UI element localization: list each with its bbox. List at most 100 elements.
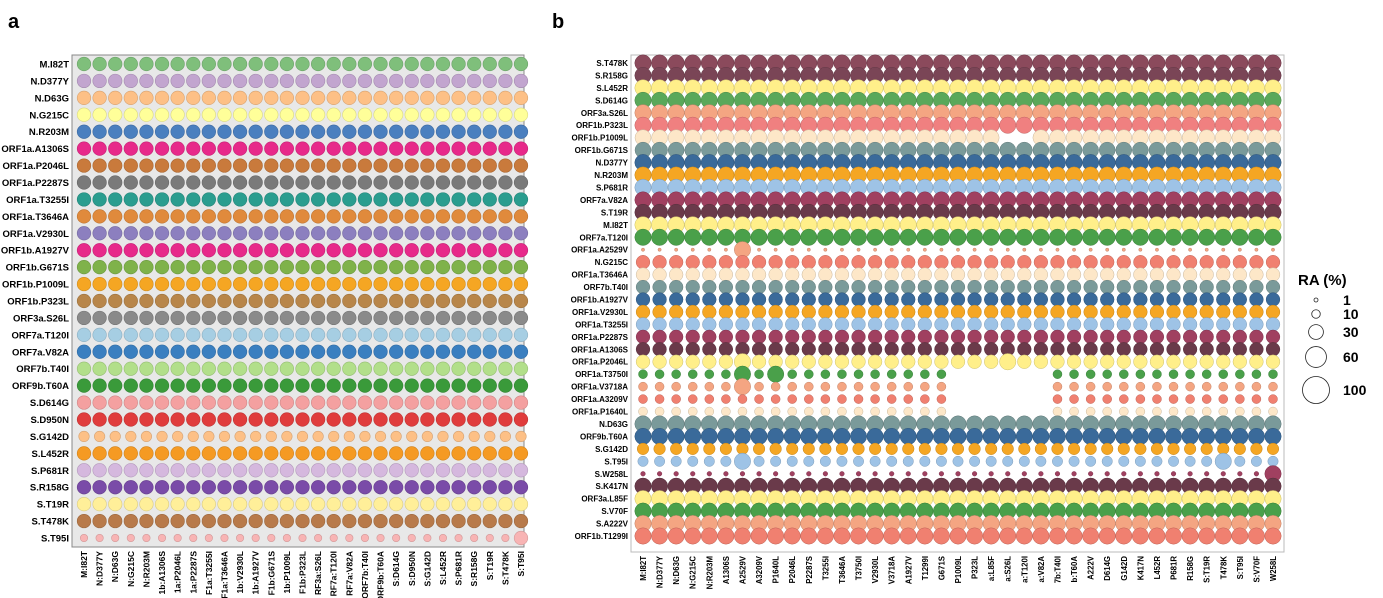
panel-a-point [232, 226, 248, 241]
panel-a-point [467, 56, 482, 72]
panel-a-point [108, 107, 123, 122]
panel-a-point [173, 533, 182, 543]
panel-b-point [1066, 267, 1082, 282]
panel-b-point [1131, 427, 1149, 445]
panel-a-point [389, 327, 404, 342]
panel-b-point [950, 279, 966, 295]
panel-b-point [685, 342, 700, 357]
panel-a-point [170, 192, 185, 207]
panel-b-row-label: S.G142D [595, 445, 628, 454]
panel-a-point [295, 480, 310, 495]
panel-b-point [718, 267, 734, 282]
panel-a-point [295, 395, 310, 410]
panel-a-point [264, 260, 279, 275]
panel-a-point [389, 158, 404, 173]
panel-a-row-label: S.T19R [37, 500, 69, 511]
panel-a-point [154, 310, 170, 326]
panel-b-point [786, 455, 798, 467]
panel-a-point [359, 430, 371, 442]
panel-a-point [357, 293, 373, 309]
panel-b-point [670, 442, 683, 455]
panel-a-point [142, 533, 151, 543]
panel-a-point [248, 73, 263, 89]
panel-a-point [201, 293, 216, 309]
panel-a-point [186, 310, 201, 326]
panel-b-point [901, 267, 916, 282]
panel-b-point [1116, 342, 1131, 357]
panel-a-point [314, 533, 323, 543]
panel-b-point [651, 527, 669, 545]
panel-b-point [768, 292, 783, 307]
panel-a-point [139, 513, 154, 529]
panel-a-point [154, 107, 170, 122]
panel-b-point [950, 267, 966, 282]
panel-b-x-tick-label: S:T95I [1236, 556, 1245, 579]
panel-b-point [718, 279, 734, 295]
panel-a-point [420, 327, 435, 342]
panel-b-point [1249, 354, 1264, 369]
panel-b-point [1151, 455, 1163, 467]
panel-b-point [751, 354, 767, 369]
panel-b-point [819, 455, 831, 467]
panel-a-point [437, 430, 449, 442]
panel-b-point [751, 329, 767, 344]
panel-a-point [279, 158, 294, 173]
panel-a-point [451, 361, 466, 376]
panel-b-x-tick-label: T3750I [855, 556, 864, 580]
panel-b-point [768, 329, 783, 344]
panel-b-x-tick-label: P1640L [772, 556, 781, 584]
panel-b-point [1050, 267, 1065, 282]
panel-a-point [76, 107, 92, 122]
panel-b-point [1065, 427, 1083, 445]
panel-a-point [435, 412, 451, 427]
panel-a-point [342, 361, 357, 376]
panel-a-point [201, 260, 216, 275]
panel-a-x-tick-label: F1b:P323L [298, 551, 308, 594]
panel-a-point [311, 175, 326, 190]
panel-b-point [818, 342, 833, 357]
panel-a-point [248, 175, 263, 190]
panel-a-point [498, 293, 513, 309]
panel-b-x-tick-label: b:T60A [1070, 556, 1079, 583]
panel-a-point [420, 463, 435, 478]
panel-a-point [154, 463, 170, 478]
panel-a-point [92, 243, 107, 258]
panel-b-x-tick-label: P1009L [954, 556, 963, 584]
panel-a-point [248, 158, 263, 173]
panel-b-point [932, 527, 950, 545]
panel-a-point [279, 361, 294, 376]
panel-a-point [108, 209, 123, 224]
panel-b-row-label: ORF3a.S26L [581, 109, 628, 118]
panel-a-point [295, 243, 310, 258]
panel-a-point [420, 361, 435, 376]
panel-b-point [1133, 317, 1148, 332]
panel-a-point [467, 480, 482, 495]
panel-b-point [1033, 317, 1049, 332]
panel-b-point [917, 342, 932, 357]
panel-b-point [1102, 381, 1112, 392]
panel-a-point [342, 192, 357, 207]
panel-a-point [513, 73, 529, 89]
panel-a-point [467, 276, 482, 292]
panel-a-point [360, 533, 369, 543]
panel-a-point [108, 480, 123, 495]
panel-b-point [1066, 255, 1082, 270]
panel-b-point [818, 304, 833, 320]
panel-b-point [806, 247, 811, 252]
panel-b-point [851, 354, 866, 369]
panel-a-point [76, 158, 92, 173]
panel-a-point [482, 497, 497, 512]
panel-a-point [108, 310, 123, 326]
panel-b-point [884, 255, 899, 270]
panel-b-point [1100, 329, 1115, 344]
panel-a-point [326, 124, 341, 139]
panel-b-point [1082, 527, 1100, 545]
panel-b-x-tick-label: T478K [1219, 556, 1228, 580]
panel-a-point [342, 497, 357, 512]
panel-b-point [652, 267, 667, 282]
panel-b-point [903, 381, 914, 392]
panel-a-point [389, 260, 404, 275]
panel-a-point [154, 175, 170, 190]
panel-a-point [92, 446, 107, 461]
panel-b-point [1170, 471, 1177, 477]
